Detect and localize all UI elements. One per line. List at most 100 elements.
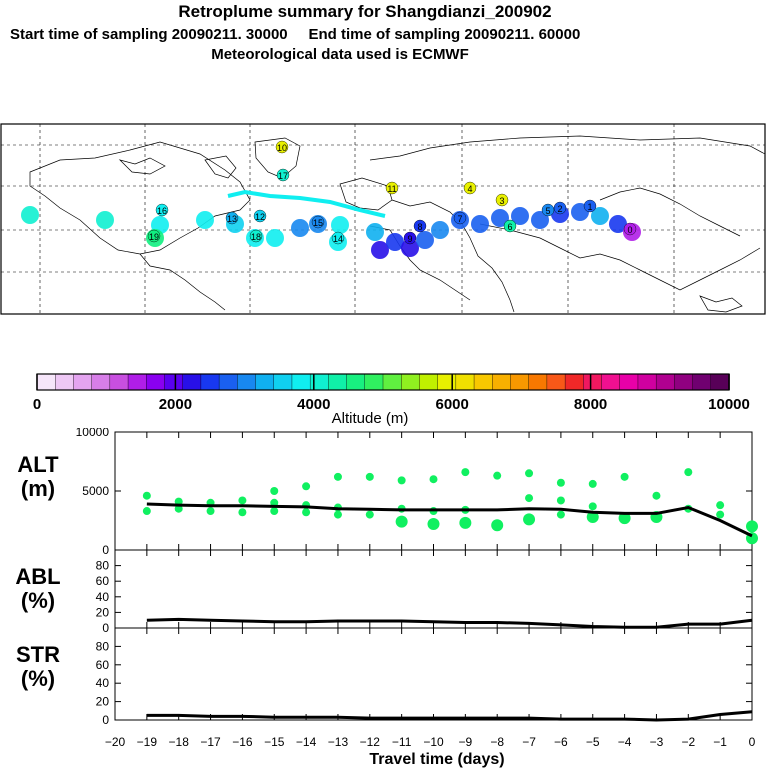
x-tick-label: −15: [264, 735, 285, 749]
colorbar-cell: [237, 373, 257, 391]
x-tick-label: −9: [459, 735, 473, 749]
coastline: [204, 155, 237, 179]
x-tick-label: −3: [650, 735, 664, 749]
x-tick-label: −13: [328, 735, 349, 749]
map-day-marker: [249, 229, 263, 243]
altitude-colorbar: 0 2000 4000 6000 8000 10000 Altitude (m): [33, 373, 750, 427]
colorbar-cell: [309, 373, 330, 391]
trajectory-point: [511, 207, 529, 225]
colorbar-cell: [437, 373, 457, 391]
y-axis-label: (m): [21, 476, 55, 501]
x-tick-label: −6: [554, 735, 568, 749]
map-day-label: 3: [499, 196, 504, 206]
map-day-label: 2: [557, 204, 562, 214]
coastline: [391, 199, 515, 313]
x-axis-label: Travel time (days): [369, 751, 504, 768]
trajectory-point: [609, 215, 627, 233]
map-day-label: 4: [467, 184, 472, 194]
altitude-point: [493, 471, 502, 480]
altitude-point: [746, 520, 758, 533]
trajectory-point: [331, 216, 349, 234]
coastline: [599, 187, 741, 237]
altitude-point: [302, 482, 311, 491]
altitude-point: [365, 472, 374, 481]
altitude-point: [142, 491, 151, 500]
colorbar-cell: [655, 373, 676, 391]
altitude-point: [238, 496, 247, 505]
map-day-marker: [311, 215, 325, 229]
map-day-label: 14: [333, 234, 343, 244]
x-tick-label: −8: [490, 735, 504, 749]
altitude-point: [459, 516, 472, 529]
altitude-point: [429, 475, 438, 484]
colorbar-cell: [55, 373, 75, 391]
x-tick-label: −4: [618, 735, 632, 749]
trajectory-point: [386, 233, 404, 251]
coastline: [639, 247, 761, 291]
altitude-point: [270, 507, 279, 516]
colorbar-label: Altitude (m): [332, 410, 409, 427]
trajectory-point: [531, 211, 549, 229]
map-day-marker: [385, 181, 399, 195]
colorbar-cell: [182, 373, 202, 391]
map-day-label: 16: [157, 206, 167, 216]
y-axis-label: (%): [21, 588, 55, 613]
colorbar-cell: [601, 373, 621, 391]
altitude-point: [716, 510, 725, 519]
altitude-point: [270, 498, 279, 507]
map-day-label: 0: [627, 225, 632, 235]
altitude-point: [652, 491, 661, 500]
colorbar-cell: [710, 373, 730, 391]
coastline: [139, 253, 226, 311]
colorbar-cell: [492, 373, 512, 391]
altitude-point: [270, 487, 279, 495]
colorbar-cell: [164, 373, 184, 391]
map-day-marker: [583, 199, 597, 213]
map-day-marker: [413, 219, 427, 233]
trajectory-point: [431, 221, 449, 239]
altitude-point: [588, 502, 597, 511]
altitude-point: [302, 508, 311, 517]
y-tick-label: 40: [96, 676, 110, 690]
altitude-point: [142, 507, 151, 516]
coastline: [254, 137, 301, 179]
abl-line: [146, 617, 753, 629]
colorbar-cell: [91, 373, 111, 391]
colorbar-cell: [583, 373, 603, 391]
colorbar-cell: [146, 373, 166, 391]
y-tick-label: 0: [102, 713, 109, 727]
altitude-point: [461, 468, 470, 477]
trajectory-line: [227, 189, 386, 218]
panel-ALT-frame: [114, 431, 753, 551]
panel-STR-frame: [114, 627, 753, 721]
y-tick-label: 80: [96, 559, 110, 573]
y-tick-label: 20: [96, 605, 110, 619]
altitude-point: [333, 472, 342, 481]
coastline: [369, 225, 471, 301]
map-day-label: 13: [227, 214, 237, 224]
colorbar-cell: [273, 373, 293, 391]
map-day-label: 6: [507, 222, 512, 232]
map-day-marker: [253, 209, 267, 223]
colorbar-cell: [364, 373, 384, 391]
map-day-marker: [403, 231, 417, 245]
altitude-point: [238, 508, 247, 517]
colorbar-cell: [692, 373, 712, 391]
colorbar-cell: [218, 373, 239, 391]
x-tick-label: −7: [522, 735, 536, 749]
altitude-point: [333, 510, 342, 519]
altitude-point: [523, 513, 536, 526]
altitude-point: [620, 472, 629, 481]
colorbar-cell: [36, 373, 56, 391]
map-day-label: 11: [387, 184, 396, 194]
trajectory-point: [366, 223, 384, 241]
map-day-marker: [276, 168, 290, 182]
colorbar-tick-label: 10000: [708, 396, 750, 413]
y-tick-label: 0: [102, 543, 109, 557]
coastline: [699, 295, 743, 313]
colorbar-cell: [510, 373, 530, 391]
x-tick-label: −2: [681, 735, 695, 749]
colorbar-cell: [637, 373, 657, 391]
altitude-point: [716, 501, 725, 510]
